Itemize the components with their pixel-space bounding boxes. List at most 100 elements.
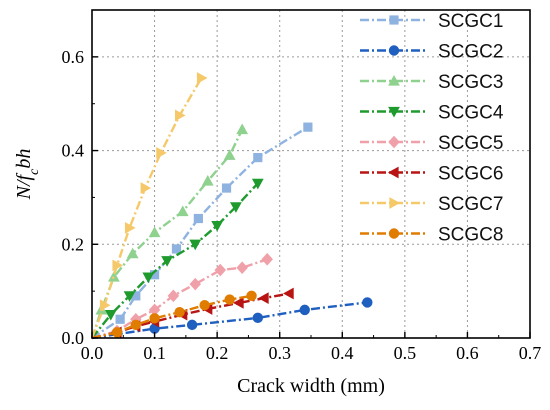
- data-point: [246, 290, 257, 302]
- data-point: [148, 226, 161, 238]
- y-tick-label: 0.2: [62, 234, 85, 254]
- legend-marker: [388, 228, 400, 239]
- y-tick-label: 0.6: [62, 47, 85, 67]
- legend-label: SCGC6: [438, 164, 503, 185]
- data-point: [223, 149, 236, 160]
- legend-label: SCGC1: [438, 11, 503, 32]
- legend-item: SCGC6: [360, 164, 503, 185]
- data-point: [130, 319, 142, 331]
- data-point: [156, 147, 167, 159]
- data-point: [111, 327, 123, 338]
- data-point: [283, 287, 294, 300]
- data-point: [214, 263, 227, 277]
- series-line: [90, 77, 203, 339]
- data-point: [236, 123, 249, 135]
- x-axis-title: Crack width (mm): [237, 375, 385, 397]
- legend-marker: [388, 135, 400, 149]
- legend-item: SCGC3: [360, 72, 503, 93]
- data-point: [104, 309, 117, 321]
- legend-label: SCGC4: [438, 103, 504, 124]
- data-point: [196, 72, 208, 84]
- data-point: [199, 300, 210, 311]
- data-point: [236, 261, 248, 275]
- data-point: [189, 239, 202, 251]
- tick-labels: 0.0 0.1 0.2 0.3 0.4 0.5 0.6 0.7 0.0 0.2 0.4 0.6: [62, 47, 542, 363]
- x-tick-label: 0.7: [519, 343, 542, 363]
- series-scgc4: [91, 178, 264, 339]
- legend: SCGC1 SCGC2 SCGC3 SCGC4 SCGC5 SCGC6 SCGC7 SCGC8: [360, 11, 504, 246]
- y-title-part: f: [13, 172, 35, 180]
- series-scgc8: [91, 290, 257, 340]
- data-point: [189, 277, 201, 291]
- data-point: [230, 202, 242, 213]
- legend-label: SCGC3: [438, 72, 503, 93]
- series-scgc2: [91, 297, 373, 340]
- data-point: [99, 299, 111, 312]
- x-tick-label: 0.3: [268, 343, 291, 363]
- legend-item: SCGC8: [360, 225, 503, 246]
- data-point: [221, 183, 232, 193]
- x-tick-label: 0.5: [394, 343, 417, 363]
- series-line: [91, 301, 368, 340]
- data-point: [186, 319, 198, 331]
- data-point: [161, 256, 173, 267]
- data-point: [140, 182, 152, 194]
- data-point: [261, 252, 273, 266]
- y-tick-label: 0.0: [62, 328, 85, 348]
- legend-item: SCGC5: [360, 133, 503, 154]
- x-tick-label: 0.4: [331, 343, 354, 363]
- series-scgc7: [90, 72, 208, 339]
- series-scgc1: [91, 122, 313, 340]
- data-point: [252, 312, 264, 324]
- data-point: [224, 294, 235, 305]
- legend-marker: [387, 166, 399, 179]
- y-title-part: bh: [13, 149, 35, 169]
- legend-label: SCGC7: [438, 194, 503, 215]
- data-point: [149, 313, 160, 324]
- data-point: [201, 175, 214, 186]
- ticks: [91, 56, 531, 339]
- data-point: [108, 271, 120, 282]
- data-point: [299, 304, 310, 316]
- y-title-part: N/: [13, 178, 35, 200]
- data-point: [171, 244, 182, 254]
- x-tick-label: 0.6: [456, 343, 479, 363]
- legend-item: SCGC2: [360, 42, 503, 63]
- data-point: [233, 296, 244, 309]
- legend-marker: [388, 106, 400, 118]
- data-point: [251, 178, 264, 190]
- legend-label: SCGC5: [438, 133, 503, 154]
- legend-label: SCGC2: [438, 42, 503, 63]
- data-point: [115, 314, 125, 324]
- data-point: [174, 109, 186, 122]
- data-point: [176, 205, 189, 217]
- x-tick-label: 0.1: [143, 343, 166, 363]
- data-point: [167, 289, 180, 303]
- legend-label: SCGC8: [438, 225, 503, 246]
- legend-marker: [389, 15, 399, 25]
- series-layer: [90, 72, 373, 340]
- data-point: [112, 259, 124, 272]
- data-point: [211, 220, 224, 232]
- data-point: [362, 297, 373, 308]
- data-point: [174, 307, 185, 318]
- data-point: [142, 272, 155, 284]
- data-point: [258, 292, 269, 305]
- y-title-subscript: c: [27, 168, 42, 175]
- data-point: [123, 291, 136, 302]
- x-tick-label: 0.2: [206, 343, 229, 363]
- legend-marker: [389, 197, 401, 209]
- data-point: [253, 152, 263, 163]
- grid: [92, 10, 530, 338]
- legend-item: SCGC4: [360, 103, 504, 124]
- legend-marker: [388, 45, 400, 56]
- data-point: [124, 222, 136, 234]
- data-point: [193, 213, 203, 224]
- x-tick-label: 0.0: [81, 343, 104, 363]
- data-point: [303, 122, 313, 132]
- legend-item: SCGC1: [360, 11, 503, 32]
- legend-marker: [388, 74, 400, 86]
- y-axis-title: N/fcbh: [13, 149, 42, 201]
- legend-item: SCGC7: [360, 194, 503, 215]
